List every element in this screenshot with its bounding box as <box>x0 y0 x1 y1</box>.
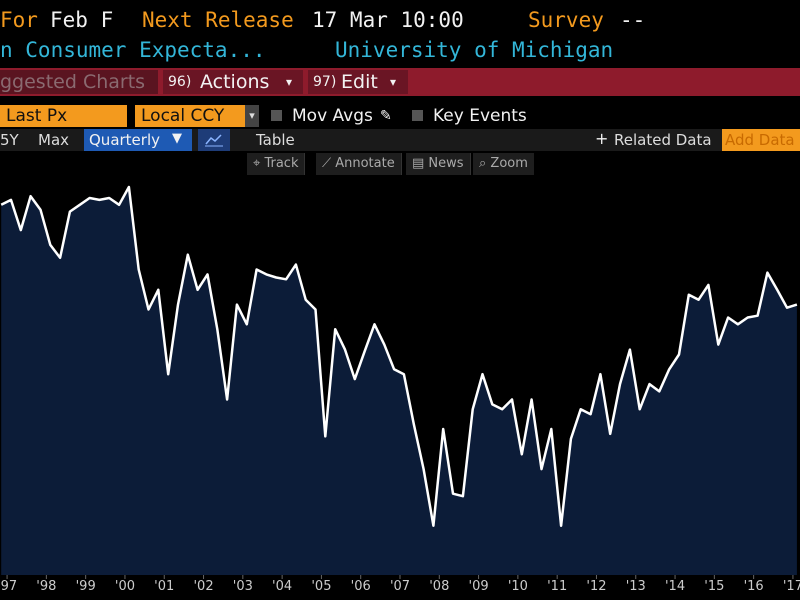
x-tick-label: '01 <box>154 579 174 594</box>
x-tick-label: '12 <box>586 579 606 594</box>
x-tick-label: '05 <box>311 579 331 594</box>
data-line <box>0 185 798 527</box>
x-tick-label: '97 <box>0 579 17 594</box>
news-label: News <box>428 156 464 171</box>
x-tick-label: '15 <box>704 579 724 594</box>
x-tick-label: '04 <box>272 579 292 594</box>
add-data[interactable]: Add Data <box>722 129 800 151</box>
frequency-label: Quarterly <box>89 131 160 149</box>
actions-num: 96) <box>168 74 192 90</box>
pencil-icon[interactable]: ✎ <box>380 108 392 124</box>
edit-arrow: ▾ <box>390 75 397 89</box>
x-tick-label: '11 <box>547 579 567 594</box>
x-tick-label: '99 <box>76 579 96 594</box>
chart-view-icon <box>205 134 223 147</box>
survey-value: -- <box>620 8 646 32</box>
x-tick-label: '10 <box>508 579 528 594</box>
x-tick-label: '17 <box>783 579 800 594</box>
security-name: n Consumer Expecta... <box>0 38 266 62</box>
for-label: For <box>0 8 38 32</box>
table-button[interactable]: Table <box>256 131 295 149</box>
annotate-label: Annotate <box>335 156 395 171</box>
survey-label: Survey <box>528 8 604 32</box>
x-tick-label: '09 <box>469 579 489 594</box>
track-label: Track <box>264 156 299 171</box>
release-label: Next Release <box>142 8 294 32</box>
news-tool[interactable]: ▤ News <box>406 153 471 175</box>
frequency-arrow: ▼ <box>172 131 182 146</box>
x-tick-label: '16 <box>744 579 764 594</box>
annotate-tool[interactable]: ⟋ Annotate <box>316 153 402 175</box>
zoom-tool[interactable]: ⌕ Zoom <box>473 153 534 175</box>
track-tool[interactable]: ⌖ Track <box>247 153 306 175</box>
suggested-charts[interactable]: ggested Charts <box>0 70 158 94</box>
actions-label: Actions <box>200 71 270 93</box>
edit-button[interactable] <box>308 70 408 94</box>
x-tick-label: '02 <box>193 579 213 594</box>
key-events-checkbox[interactable] <box>412 110 423 121</box>
mov-avgs-label: Mov Avgs <box>292 106 373 126</box>
x-tick-label: '03 <box>233 579 253 594</box>
period: Feb F <box>50 8 114 32</box>
x-tick-label: '06 <box>351 579 371 594</box>
area-fill <box>1 187 797 575</box>
currency-select[interactable]: Local CCY <box>135 105 251 127</box>
currency-arrow[interactable]: ▾ <box>245 105 259 127</box>
mov-avgs-checkbox[interactable] <box>271 110 282 121</box>
release-time: 17 Mar 10:00 <box>312 8 464 32</box>
zoom-label: Zoom <box>490 156 528 171</box>
edit-label: Edit <box>341 71 378 93</box>
x-tick-label: '14 <box>665 579 685 594</box>
range-max[interactable]: Max <box>38 131 70 149</box>
related-data[interactable]: Related Data <box>614 131 712 149</box>
field-select[interactable]: Last Px <box>0 105 127 127</box>
x-tick-label: '13 <box>626 579 646 594</box>
key-events-label: Key Events <box>433 106 527 126</box>
x-tick-label: '08 <box>429 579 449 594</box>
frequency-select[interactable] <box>84 129 192 151</box>
x-tick-label: '07 <box>390 579 410 594</box>
actions-button[interactable] <box>163 70 303 94</box>
range-5y[interactable]: 5Y <box>0 131 19 149</box>
x-tick-label: '98 <box>36 579 56 594</box>
source: University of Michigan <box>335 38 614 62</box>
actions-arrow: ▾ <box>286 75 293 89</box>
edit-num: 97) <box>313 74 337 90</box>
plus-icon: + <box>595 129 609 148</box>
x-tick-label: '00 <box>115 579 135 594</box>
